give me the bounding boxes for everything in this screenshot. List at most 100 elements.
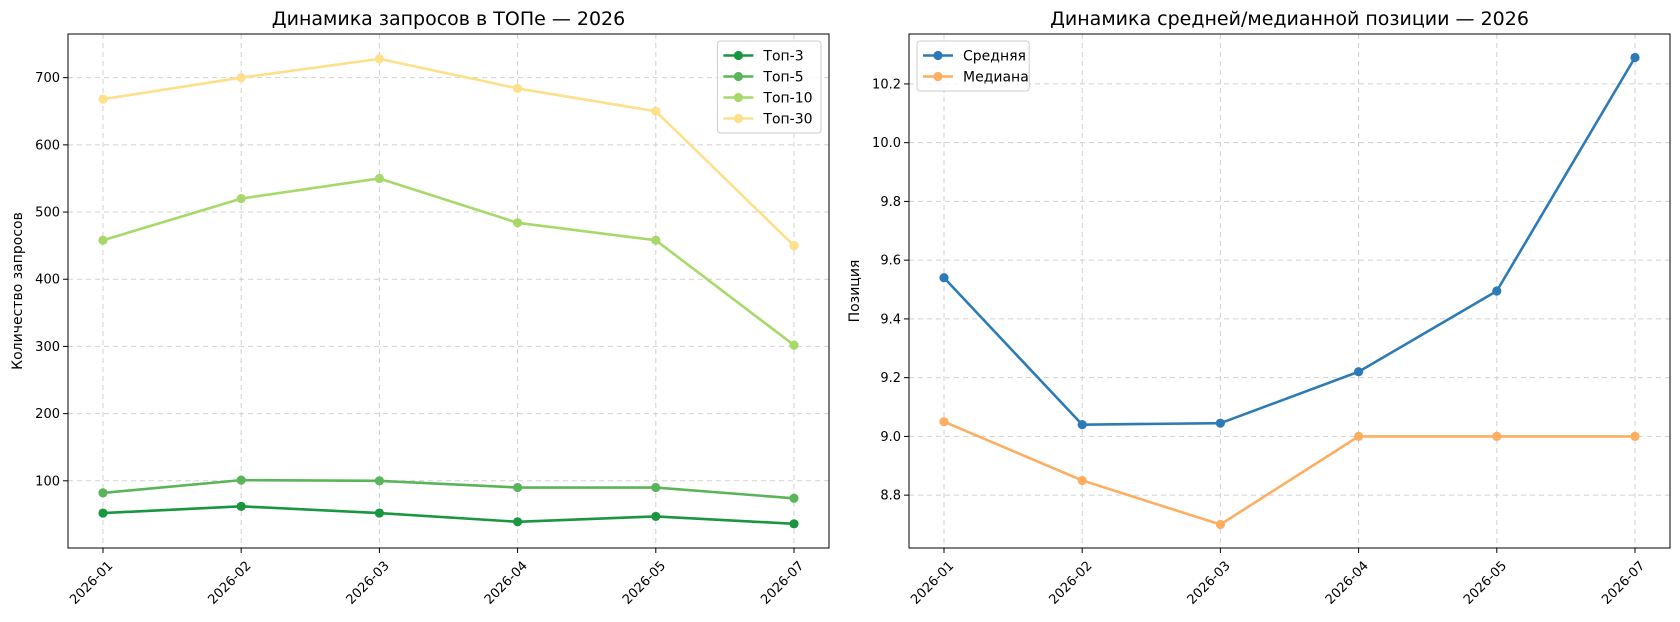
y-axis-label: Количество запросов xyxy=(10,212,26,370)
x-tick-label: 2026-03 xyxy=(1185,559,1234,608)
data-point xyxy=(1492,431,1502,441)
x-tick-label: 2026-02 xyxy=(1046,559,1095,608)
legend: Средняя Медиана xyxy=(916,40,1030,92)
data-point xyxy=(1354,431,1364,441)
series-line xyxy=(101,57,796,247)
legend-label: Топ-30 xyxy=(762,112,812,128)
y-tick-label: 400 xyxy=(35,273,60,288)
x-tick-label: 2026-04 xyxy=(1323,559,1372,608)
y-tick-label: 200 xyxy=(35,407,60,422)
data-point xyxy=(1630,431,1640,441)
data-point xyxy=(236,501,246,511)
legend-label: Топ-5 xyxy=(762,70,803,86)
x-tick-label: 2026-01 xyxy=(67,559,116,608)
x-tick-label: 2026-04 xyxy=(482,559,531,608)
y-tick-label: 10.0 xyxy=(872,136,901,151)
data-point xyxy=(789,493,799,503)
chart-panel-1: 100 200 300 400 500 600 700 2026-01 2026-02 2026-… xyxy=(10,8,830,608)
y-tick-label: 600 xyxy=(35,138,60,153)
data-point xyxy=(98,235,108,245)
data-point xyxy=(374,508,384,518)
x-tick-label: 2026-05 xyxy=(620,559,669,608)
legend-label: Медиана xyxy=(963,70,1029,86)
series-line xyxy=(942,56,1637,426)
data-point xyxy=(1077,420,1087,430)
x-tick-label: 2026-01 xyxy=(908,559,957,608)
data-point xyxy=(1077,475,1087,486)
data-point xyxy=(651,511,661,522)
data-point xyxy=(651,482,661,493)
data-point xyxy=(236,194,246,204)
legend-label: Топ-3 xyxy=(762,49,803,65)
legend-marker xyxy=(933,71,943,82)
y-tick-label: 9.8 xyxy=(880,195,901,210)
data-point xyxy=(789,519,799,529)
data-point xyxy=(939,417,949,427)
y-tick-label: 500 xyxy=(35,206,60,221)
legend-marker xyxy=(733,92,744,103)
series-4 xyxy=(98,54,799,251)
data-point xyxy=(236,73,246,83)
series-1 xyxy=(98,501,799,529)
data-point xyxy=(513,517,523,527)
x-tick-label: 2026-02 xyxy=(205,559,254,608)
legend-box xyxy=(916,40,1030,92)
x-tick-label: 2026-07 xyxy=(758,559,807,608)
y-tick-label: 700 xyxy=(35,71,60,86)
data-point xyxy=(1215,519,1225,530)
data-point xyxy=(1492,286,1502,296)
data-point xyxy=(651,235,661,245)
data-point xyxy=(98,508,108,518)
y-tick-label: 9.6 xyxy=(880,254,901,269)
chart-panel-2: 8.8 9.0 9.2 9.4 9.6 9.8 10.0 10.2 2026-01 2026-02… xyxy=(847,8,1671,608)
legend-box xyxy=(716,40,822,134)
data-point xyxy=(98,488,108,498)
y-tick-label: 10.2 xyxy=(872,77,901,92)
x-tick-label: 2026-03 xyxy=(344,559,393,608)
y-tick-label: 9.0 xyxy=(880,430,901,445)
legend: Топ-3 Топ-5 Топ-10 Топ-30 xyxy=(716,40,822,134)
legend-label: Топ-10 xyxy=(762,91,812,107)
chart-title: Динамика средней/медианной позиции — 202… xyxy=(1050,8,1529,30)
data-point xyxy=(236,475,246,485)
series-line xyxy=(942,420,1637,526)
series-line xyxy=(101,478,796,500)
data-point xyxy=(374,476,384,486)
legend-marker xyxy=(733,50,744,61)
data-point xyxy=(939,273,949,283)
data-point xyxy=(1354,367,1364,377)
data-point xyxy=(1215,418,1225,428)
y-tick-label: 9.4 xyxy=(880,312,901,327)
legend-marker xyxy=(933,50,943,61)
data-point xyxy=(513,218,523,228)
x-tick-label: 2026-07 xyxy=(1599,559,1648,608)
x-tick-label: 2026-05 xyxy=(1461,559,1510,608)
plot-frame xyxy=(908,33,1671,549)
data-point xyxy=(374,173,384,184)
y-tick-label: 9.2 xyxy=(880,371,901,386)
data-point xyxy=(651,106,661,116)
data-point xyxy=(513,482,523,493)
legend-label: Средняя xyxy=(963,49,1026,65)
chart-title: Динамика запросов в ТОПе — 2026 xyxy=(272,8,625,30)
series-2 xyxy=(98,475,799,503)
data-point xyxy=(789,340,799,350)
y-axis-label: Позиция xyxy=(847,260,863,323)
y-tick-label: 100 xyxy=(35,474,60,489)
series-line xyxy=(101,177,796,347)
data-point xyxy=(1630,52,1640,63)
data-point xyxy=(789,241,799,251)
series-3 xyxy=(98,173,799,350)
data-point xyxy=(374,54,384,64)
y-tick-label: 8.8 xyxy=(880,489,901,504)
data-point xyxy=(98,94,108,104)
y-tick-label: 300 xyxy=(35,340,60,355)
legend-marker xyxy=(733,71,744,82)
series-1 xyxy=(939,52,1640,430)
series-line xyxy=(101,505,796,526)
legend-marker xyxy=(733,113,744,124)
series-2 xyxy=(939,417,1640,530)
plot-frame xyxy=(67,33,830,549)
